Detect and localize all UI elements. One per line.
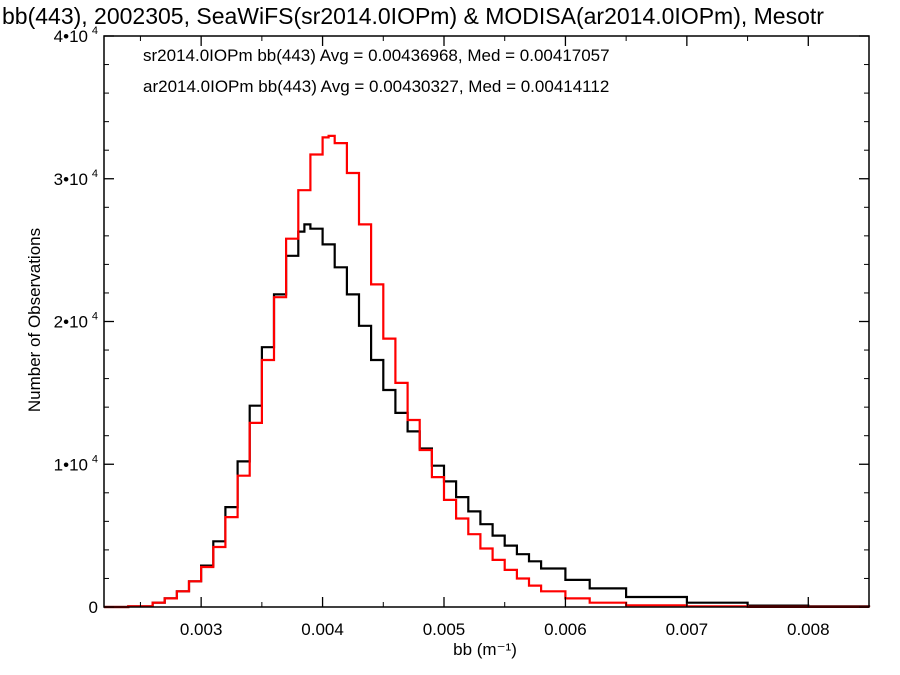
y-tick-exponent: 4 <box>92 453 98 465</box>
x-tick-label: 0.005 <box>423 620 466 639</box>
x-tick-label: 0.006 <box>544 620 587 639</box>
y-tick-exponent: 4 <box>92 25 98 37</box>
x-tick-label: 0.004 <box>301 620 344 639</box>
y-tick-exponent: 4 <box>92 168 98 180</box>
y-axis-ticks: 0 1•10 4 2•10 4 3•10 4 4•10 4 <box>54 25 869 617</box>
x-tick-label: 0.007 <box>666 620 709 639</box>
series-line-2 <box>104 134 871 609</box>
y-tick-label: 1•10 <box>54 455 88 474</box>
annotation-series-1: sr2014.0IOPm bb(443) Avg = 0.00436968, M… <box>143 46 610 65</box>
y-tick-label: 4•10 <box>54 27 88 46</box>
y-tick-label: 3•10 <box>54 170 88 189</box>
x-tick-label: 0.008 <box>787 620 830 639</box>
y-axis-label: Number of Observations <box>25 228 44 412</box>
y-tick-exponent: 4 <box>92 311 98 323</box>
series-line-1 <box>104 223 871 609</box>
series-layer <box>104 134 871 609</box>
y-tick-label: 2•10 <box>54 313 88 332</box>
chart-title: bb(443), 2002305, SeaWiFS(sr2014.0IOPm) … <box>2 3 824 29</box>
annotation-series-2: ar2014.0IOPm bb(443) Avg = 0.00430327, M… <box>143 77 609 96</box>
x-axis-ticks: 0.003 0.004 0.005 0.006 0.007 0.008 <box>139 36 870 639</box>
x-axis-label: bb (m⁻¹) <box>453 640 517 659</box>
y-tick-label: 0 <box>89 598 98 617</box>
x-tick-label: 0.003 <box>180 620 223 639</box>
